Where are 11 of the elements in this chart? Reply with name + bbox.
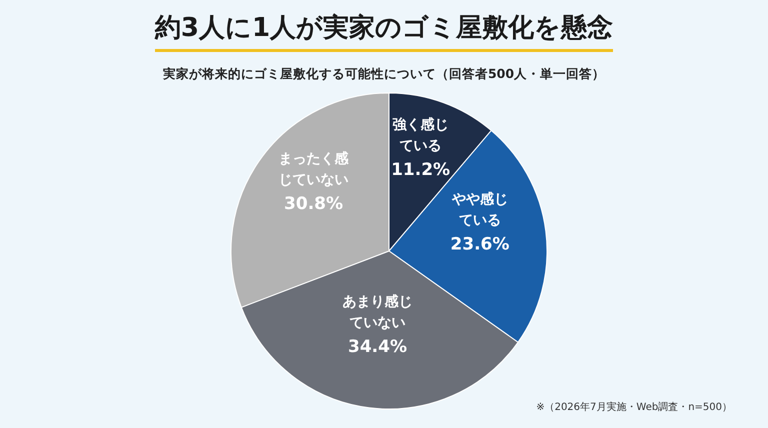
chart-subtitle: 実家が将来的にゴミ屋敷化する可能性について（回答者500人・単一回答） [162,66,606,83]
data-label: 23.6% [450,234,510,255]
text: ※（2026年7月実施・Web調査・n=500） [536,400,732,414]
chart-title: 約3人に1人が実家のゴミ屋敷化を懸念 [154,10,614,52]
slice-label: やや感じている [450,192,508,229]
slice-label: まったく感じていない [278,151,350,188]
data-label: 34.4% [348,336,408,357]
data-label: 30.8% [284,194,344,214]
data-label: 11.2% [391,160,450,180]
slice-label: 強く感じている [392,116,449,154]
slice-label: あまり感じていない [342,294,413,331]
